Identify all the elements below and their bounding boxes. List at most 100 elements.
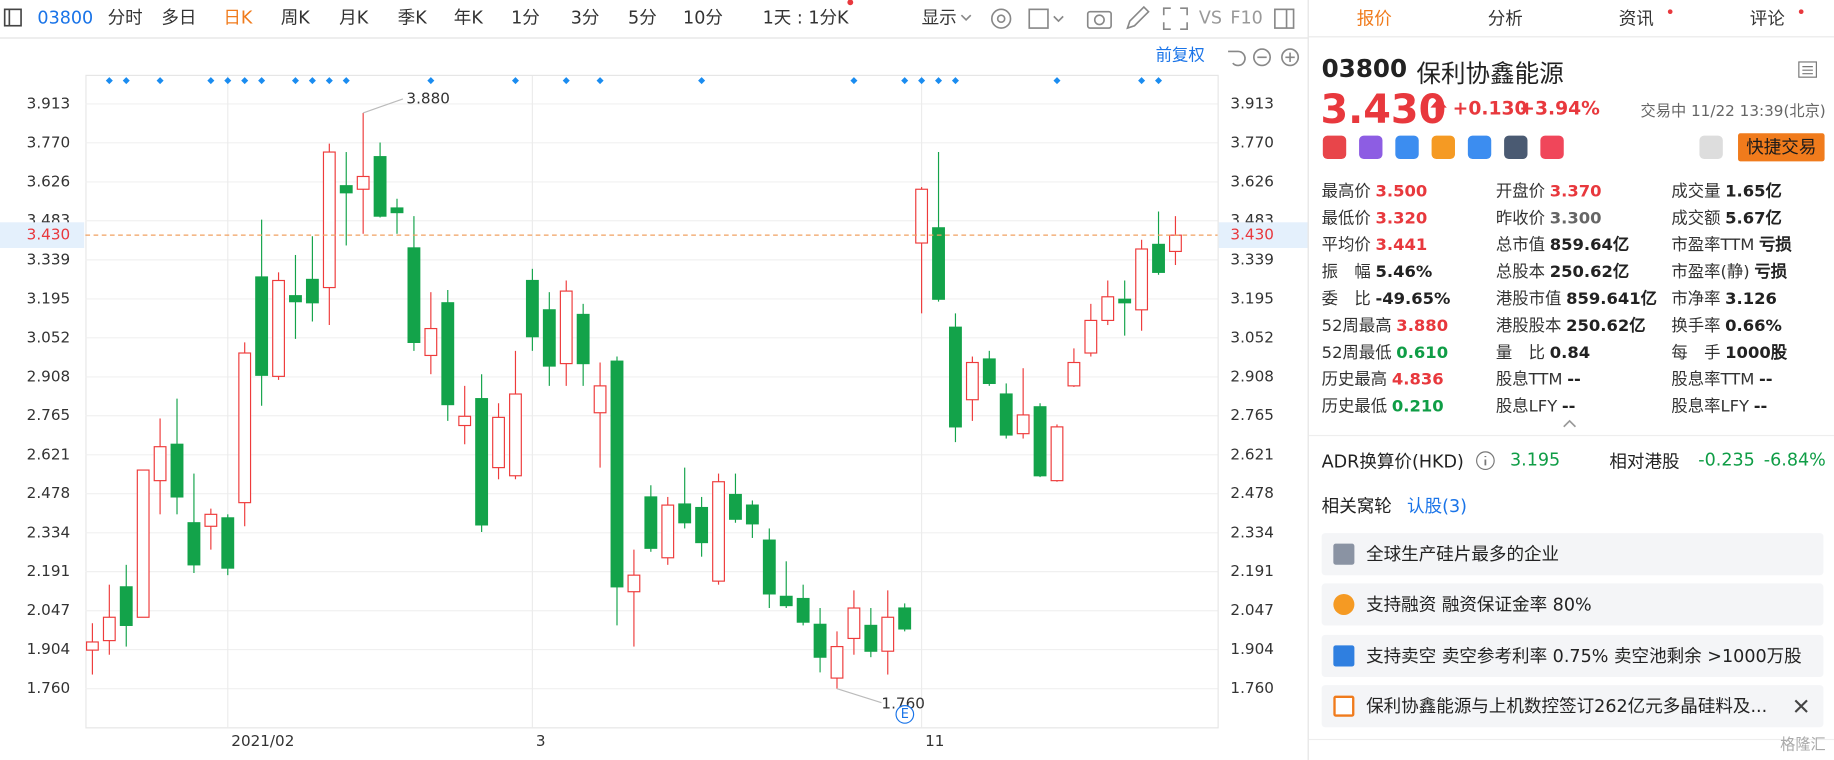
alert-icon[interactable]	[1699, 135, 1723, 160]
tab[interactable]: 资讯	[1618, 8, 1654, 30]
feature-row[interactable]: 支持融资 融资保证金率 80%	[1321, 583, 1824, 626]
stat-value: 亏损	[1759, 236, 1792, 255]
tab[interactable]: 报价	[1356, 8, 1392, 30]
last-price-label-right: 3.430	[1230, 226, 1273, 244]
trade-button[interactable]: 快捷交易	[1738, 133, 1825, 162]
candle-body	[949, 326, 962, 428]
candle-body	[238, 352, 252, 504]
chart-background	[0, 0, 1308, 760]
x-tick-label: 3	[536, 732, 546, 750]
candle-body	[1016, 414, 1030, 435]
stat: 每 手 1000股	[1671, 340, 1787, 363]
candle-body	[982, 358, 996, 385]
quote-panel: 报价 分析 资讯 评论 03800 保利协鑫能源 3.430 +0.130 +3…	[1307, 0, 1834, 760]
toolbar-item[interactable]: F10	[1230, 9, 1262, 29]
low-leader	[836, 688, 882, 704]
zoom-in-icon[interactable]	[1281, 48, 1300, 67]
side-panel-icon[interactable]	[1274, 8, 1295, 29]
stat-label: 昨收价	[1495, 209, 1546, 228]
undo-icon[interactable]	[1228, 50, 1246, 67]
frame-icon[interactable]	[1028, 8, 1049, 29]
candle-body	[221, 517, 235, 569]
y-tick-label-right: 3.770	[1230, 133, 1273, 151]
toolbar-item[interactable]: 1天 : 1分K	[763, 9, 849, 29]
candle-body	[187, 522, 201, 566]
camera-icon[interactable]	[1086, 10, 1112, 29]
stock-code[interactable]: 03800	[37, 9, 93, 29]
icon	[1431, 135, 1455, 160]
toolbar-item[interactable]: 1分	[511, 9, 540, 29]
event-marker	[850, 77, 858, 85]
toolbar-item[interactable]: 季K	[398, 9, 428, 29]
stat: 股息率TTM --	[1671, 367, 1772, 390]
zoom-out-icon[interactable]	[1252, 48, 1272, 67]
toolbar-item[interactable]: 月K	[339, 9, 369, 29]
stat-label: 委 比	[1321, 289, 1371, 309]
stat-label: 成交量	[1671, 182, 1721, 202]
stat-label: 最高价	[1321, 182, 1371, 202]
adjust-mode[interactable]: 前复权	[1156, 46, 1205, 65]
toolbar-item[interactable]: 年K	[454, 9, 484, 29]
toolbar-item[interactable]: 3分	[571, 9, 600, 29]
stat-value: 1.65亿	[1725, 182, 1782, 202]
fullscreen-icon[interactable]	[1162, 7, 1188, 31]
stat: 历史最高 4.836	[1322, 367, 1444, 390]
relative-diff: -0.235	[1698, 448, 1755, 471]
toolbar-item[interactable]: 周K	[281, 9, 311, 29]
stat: 最高价 3.500	[1322, 179, 1428, 202]
candle-body	[119, 586, 133, 626]
y-tick-label: 2.908	[27, 367, 70, 385]
stat-label: 量 比	[1495, 343, 1546, 363]
feature-row[interactable]: 支持卖空 卖空参考利率 0.75% 卖空池剩余 >1000万股	[1321, 634, 1824, 677]
y-tick-label: 2.765	[27, 406, 70, 424]
y-tick-label-right: 3.052	[1230, 328, 1273, 346]
stat-value: 5.67亿	[1725, 209, 1782, 228]
stat-label: 52周最高	[1321, 316, 1392, 336]
stat-label: 开盘价	[1495, 182, 1546, 202]
stat: 平均价 3.441	[1322, 233, 1428, 256]
candle-body	[965, 361, 979, 401]
y-tick-label: 3.052	[27, 328, 70, 346]
close-icon[interactable]	[1793, 698, 1809, 714]
tab[interactable]: 分析	[1487, 8, 1523, 30]
toolbar-item[interactable]: VS	[1199, 9, 1222, 29]
tab[interactable]: 评论	[1749, 8, 1785, 30]
toolbar-item[interactable]: 显示	[922, 9, 957, 29]
menu-icon[interactable]	[3, 8, 22, 27]
toolbar-item[interactable]: 多日	[161, 9, 196, 29]
y-tick-label: 1.904	[27, 640, 70, 658]
y-tick-label: 3.770	[27, 133, 70, 151]
stat-value: 859.64亿	[1549, 236, 1630, 255]
candle-body	[136, 469, 150, 618]
warrants-link[interactable]: 认股(3)	[1407, 495, 1467, 517]
info-icon[interactable]	[1475, 450, 1496, 471]
toolbar-item[interactable]: 分时	[108, 9, 143, 29]
icon	[1395, 135, 1419, 160]
feature-row[interactable]: 保利协鑫能源与上机数控签订262亿元多晶硅料及...	[1321, 685, 1824, 728]
stat-label: 港股市值	[1495, 289, 1562, 309]
y-tick-label: 3.626	[27, 172, 70, 190]
last-price-tag	[0, 222, 85, 249]
toolbar-icons	[960, 5, 1300, 67]
candle-body	[204, 513, 218, 527]
candle-body	[153, 446, 167, 482]
event-marker	[562, 77, 570, 85]
stat-label: 股息LFY	[1495, 397, 1558, 417]
toolbar-item[interactable]: 5分	[628, 9, 657, 29]
stat: 换手率 0.66%	[1671, 313, 1782, 336]
y-tick-label-right: 1.904	[1230, 640, 1273, 658]
candle-body	[1118, 298, 1132, 304]
toolbar-item[interactable]: 日K	[223, 9, 253, 29]
pen-icon[interactable]	[1126, 5, 1150, 30]
feature-row[interactable]: 全球生产硅片最多的企业	[1321, 533, 1824, 576]
stat-label: 总市值	[1495, 236, 1546, 255]
collapse-icon[interactable]	[1561, 417, 1577, 429]
event-marker	[308, 77, 316, 85]
settings-icon[interactable]	[991, 8, 1012, 29]
toolbar-item[interactable]: 10分	[683, 9, 723, 29]
stat-value: --	[1759, 370, 1773, 390]
stat-label: 股息率LFY	[1671, 397, 1750, 417]
stat: 成交额 5.67亿	[1671, 206, 1782, 229]
panel-menu-icon[interactable]	[1798, 61, 1819, 80]
